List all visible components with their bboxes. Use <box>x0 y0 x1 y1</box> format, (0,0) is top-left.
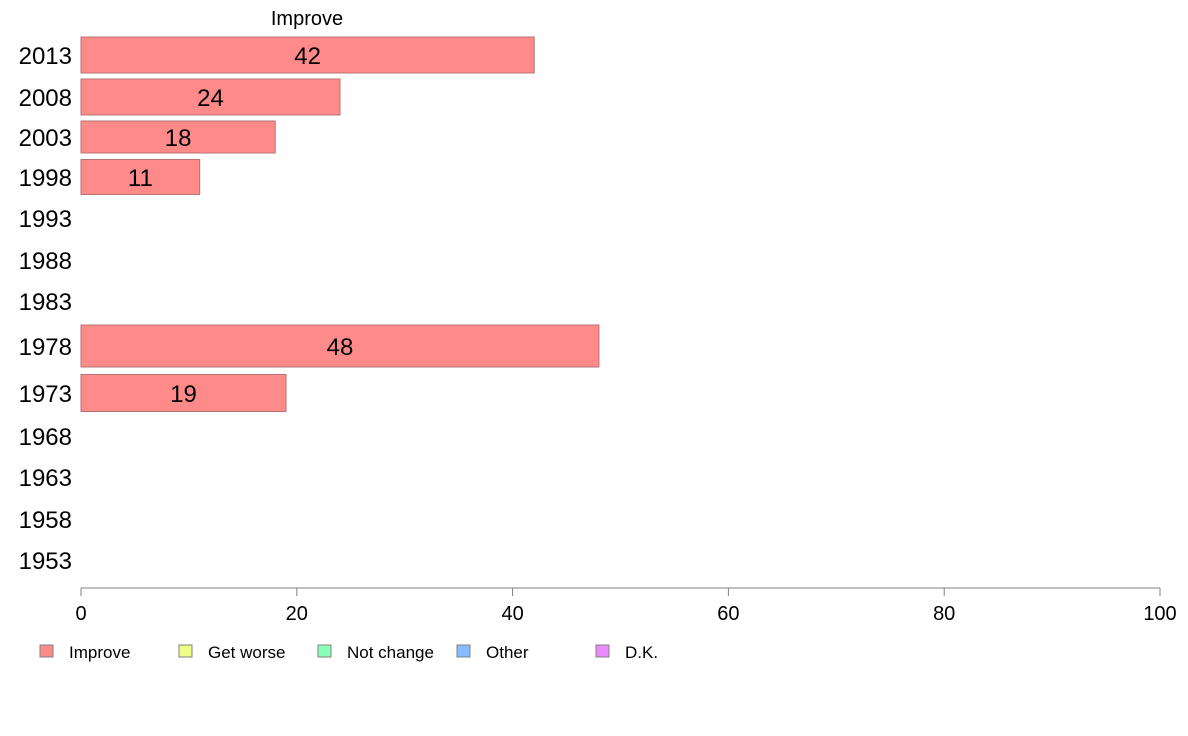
legend-swatch-other <box>456 644 471 658</box>
year-label-1958: 1958 <box>19 507 72 534</box>
bar-2008 <box>80 78 341 116</box>
data-label-2003: 18 <box>165 125 192 152</box>
panel-title: Improve <box>271 8 343 30</box>
x-tick-label-20: 20 <box>286 603 308 625</box>
year-labels: 2013 2008 2003 1998 1993 1988 1983 1978 1973 1968… <box>19 43 72 575</box>
bar-1973 <box>80 374 287 412</box>
bar-2013 <box>80 36 535 74</box>
x-tick-label-0: 0 <box>75 603 86 625</box>
legend-label-not-change: Not change <box>347 643 434 662</box>
legend-label-other: Other <box>486 643 529 662</box>
year-label-1978: 1978 <box>19 334 72 361</box>
legend-swatch-improve <box>39 644 54 658</box>
legend-label-d-k-: D.K. <box>625 643 658 662</box>
year-label-1993: 1993 <box>19 206 72 233</box>
year-label-1973: 1973 <box>19 381 72 408</box>
legend: Improve Get worse Not change Other D.K. <box>39 643 658 662</box>
year-label-1953: 1953 <box>19 548 72 575</box>
bars <box>80 36 600 412</box>
x-tick-label-100: 100 <box>1143 603 1176 625</box>
year-label-1983: 1983 <box>19 289 72 316</box>
legend-swatch-not-change <box>317 644 332 658</box>
year-label-2008: 2008 <box>19 85 72 112</box>
bar-1978 <box>80 324 600 368</box>
x-axis: 0 20 40 60 80 100 <box>75 587 1177 625</box>
x-tick-label-80: 80 <box>933 603 955 625</box>
legend-swatch-get-worse <box>178 644 193 658</box>
year-label-1988: 1988 <box>19 248 72 275</box>
data-label-1998: 11 <box>128 165 153 192</box>
data-label-2013: 42 <box>294 43 321 70</box>
x-tick-label-40: 40 <box>501 603 523 625</box>
year-label-1963: 1963 <box>19 465 72 492</box>
year-label-1968: 1968 <box>19 424 72 451</box>
data-label-2008: 24 <box>197 85 224 112</box>
year-label-2013: 2013 <box>19 43 72 70</box>
legend-label-get-worse: Get worse <box>208 643 285 662</box>
data-label-1978: 48 <box>327 334 354 361</box>
bar-2003 <box>80 120 276 154</box>
bar-1998 <box>80 159 201 195</box>
data-label-1973: 19 <box>170 381 197 408</box>
legend-swatch-d-k- <box>595 644 610 658</box>
x-tick-label-60: 60 <box>717 603 739 625</box>
legend-label-improve: Improve <box>69 643 130 662</box>
year-label-2003: 2003 <box>19 125 72 152</box>
year-label-1998: 1998 <box>19 165 72 192</box>
